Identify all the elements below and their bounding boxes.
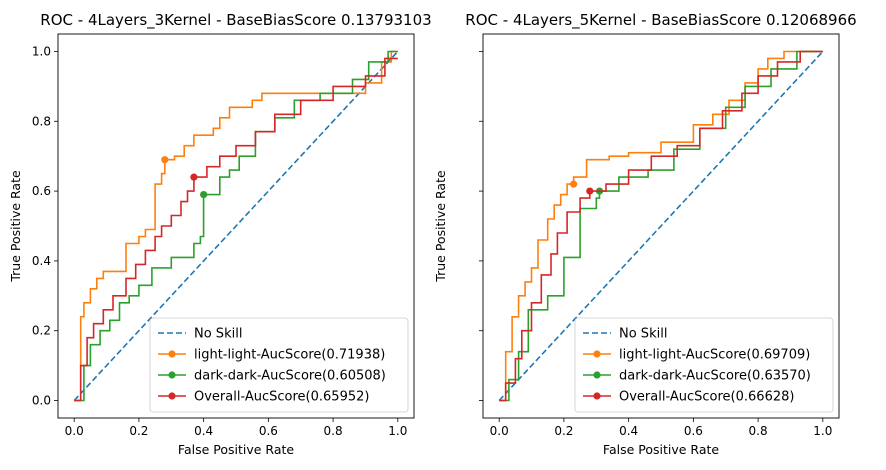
y-axis-label: True Positive Rate [8, 170, 23, 283]
series-line-1 [73, 50, 399, 402]
series-marker-4 [190, 173, 198, 181]
x-axis-label: False Positive Rate [178, 442, 294, 457]
legend-box [574, 317, 834, 413]
chart-title: ROC - 4Layers_5Kernel - BaseBiasScore 0.… [465, 11, 856, 30]
series-marker-4 [586, 187, 594, 195]
legend-marker [168, 350, 176, 358]
x-tick-label: 0.8 [324, 424, 343, 438]
x-tick-label: 0.6 [259, 424, 278, 438]
legend-entry: No Skill [619, 327, 667, 342]
x-tick-label: 0.4 [619, 424, 638, 438]
x-tick-label: 0.0 [490, 424, 509, 438]
x-tick-label: 0.2 [554, 424, 573, 438]
y-tick-label: 1.0 [32, 44, 51, 58]
legend-marker [593, 392, 601, 400]
legend-entry: Overall-AucScore(0.65952) [194, 390, 369, 405]
y-axis-label: True Positive Rate [433, 170, 448, 283]
legend-marker [168, 392, 176, 400]
legend: No Skill light-light-AucScore(0.69709) dar… [574, 317, 834, 413]
x-tick-label: 0.2 [129, 424, 148, 438]
y-tick-label: 0.0 [32, 394, 51, 408]
axes-frame [482, 33, 840, 419]
legend-entry: dark-dark-AucScore(0.63570) [619, 369, 811, 384]
chart-panel-2: ROC - 4Layers_5Kernel - BaseBiasScore 0.… [433, 11, 857, 457]
legend-marker [593, 371, 601, 379]
x-tick-label: 1.0 [388, 424, 407, 438]
series-line-4 [74, 57, 398, 402]
legend: No Skill light-light-AucScore(0.71938) dar… [149, 317, 409, 413]
legend-entry: dark-dark-AucScore(0.60508) [194, 369, 386, 384]
legend-box [149, 317, 409, 413]
series-marker-2 [570, 180, 578, 188]
y-tick-label: 0.6 [32, 184, 51, 198]
x-tick-label: 0.6 [684, 424, 703, 438]
axes-frame [57, 33, 415, 419]
series-line-3 [74, 50, 398, 402]
y-tick-label: 0.4 [32, 254, 51, 268]
series-line-2 [74, 50, 398, 402]
plot-area [73, 50, 399, 402]
x-tick-label: 0.8 [749, 424, 768, 438]
legend-entry: light-light-AucScore(0.71938) [194, 348, 385, 363]
plot-area [498, 50, 824, 402]
legend-marker [168, 371, 176, 379]
y-tick-label: 0.8 [32, 114, 51, 128]
series-line-1 [498, 50, 824, 402]
x-tick-label: 1.0 [813, 424, 832, 438]
legend-marker [593, 350, 601, 358]
series-marker-3 [200, 190, 208, 199]
chart-panel-1: ROC - 4Layers_3Kernel - BaseBiasScore 0.… [8, 11, 432, 457]
series-line-4 [499, 50, 823, 402]
x-tick-label: 0.4 [194, 424, 213, 438]
series-marker-2 [161, 156, 169, 164]
x-axis-label: False Positive Rate [603, 442, 719, 457]
legend-entry: Overall-AucScore(0.66628) [619, 390, 794, 405]
legend-entry: No Skill [194, 327, 242, 342]
legend-entry: light-light-AucScore(0.69709) [619, 348, 810, 363]
y-tick-label: 0.2 [32, 324, 51, 338]
x-tick-label: 0.0 [65, 424, 84, 438]
chart-title: ROC - 4Layers_3Kernel - BaseBiasScore 0.… [40, 11, 431, 30]
